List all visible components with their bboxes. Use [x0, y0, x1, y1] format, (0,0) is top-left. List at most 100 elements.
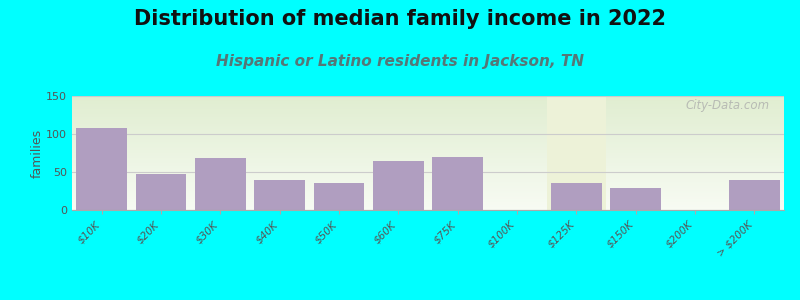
Bar: [72, 119, 784, 120]
Bar: [72, 115, 784, 116]
Bar: [72, 181, 784, 182]
Bar: [72, 171, 784, 172]
Bar: [72, 108, 784, 109]
Bar: [72, 101, 784, 102]
Bar: [72, 191, 784, 192]
Bar: [72, 195, 784, 196]
Bar: [72, 143, 784, 144]
Bar: [72, 102, 784, 103]
Bar: [72, 160, 784, 161]
Bar: [72, 116, 784, 117]
Bar: [72, 157, 784, 158]
Bar: [72, 131, 784, 132]
Bar: [72, 167, 784, 168]
Text: City-Data.com: City-Data.com: [686, 99, 770, 112]
Bar: [72, 180, 784, 181]
Bar: [72, 132, 784, 133]
Bar: [72, 98, 784, 99]
Bar: [72, 197, 784, 198]
Bar: [72, 176, 784, 177]
Bar: [551, 183, 602, 210]
Bar: [72, 148, 784, 149]
Bar: [72, 198, 784, 199]
Bar: [72, 163, 784, 164]
Bar: [72, 159, 784, 160]
Bar: [72, 109, 784, 110]
Bar: [72, 151, 784, 152]
Bar: [195, 158, 246, 210]
Text: Hispanic or Latino residents in Jackson, TN: Hispanic or Latino residents in Jackson,…: [216, 54, 584, 69]
Bar: [72, 128, 784, 129]
Bar: [72, 160, 784, 161]
Bar: [72, 105, 784, 106]
Bar: [72, 106, 784, 107]
Bar: [72, 103, 784, 104]
Bar: [72, 129, 784, 130]
Bar: [72, 208, 784, 209]
Bar: [72, 139, 784, 140]
Bar: [72, 200, 784, 201]
Bar: [72, 169, 784, 170]
Bar: [314, 183, 364, 210]
Bar: [72, 114, 784, 115]
Bar: [72, 149, 784, 150]
Bar: [72, 172, 784, 173]
Bar: [72, 201, 784, 202]
Bar: [72, 189, 784, 190]
Bar: [72, 107, 784, 108]
Bar: [72, 112, 784, 113]
Bar: [72, 146, 784, 147]
Bar: [72, 173, 784, 174]
Bar: [72, 130, 784, 131]
Bar: [72, 188, 784, 189]
Bar: [72, 117, 784, 118]
Bar: [72, 141, 784, 142]
Bar: [72, 168, 784, 169]
Bar: [72, 104, 784, 105]
Bar: [72, 193, 784, 194]
Bar: [72, 125, 784, 126]
Bar: [72, 110, 784, 111]
Bar: [72, 194, 784, 195]
Bar: [546, 96, 606, 210]
Bar: [610, 188, 661, 210]
Bar: [136, 173, 186, 210]
Y-axis label: families: families: [30, 128, 43, 178]
Bar: [77, 128, 127, 210]
Bar: [72, 204, 784, 205]
Bar: [72, 196, 784, 197]
Bar: [72, 153, 784, 154]
Bar: [72, 209, 784, 210]
Bar: [72, 99, 784, 100]
Bar: [729, 180, 779, 210]
Bar: [72, 206, 784, 207]
Bar: [72, 192, 784, 193]
Bar: [72, 97, 784, 98]
Bar: [72, 203, 784, 204]
Bar: [72, 183, 784, 184]
Bar: [72, 147, 784, 148]
Bar: [72, 179, 784, 180]
Bar: [72, 182, 784, 183]
Bar: [72, 123, 784, 124]
Bar: [72, 185, 784, 186]
Bar: [72, 174, 784, 175]
Bar: [72, 165, 784, 166]
Bar: [72, 154, 784, 155]
Bar: [373, 160, 423, 210]
Bar: [72, 122, 784, 123]
Bar: [72, 186, 784, 187]
Bar: [72, 205, 784, 206]
Bar: [72, 145, 784, 146]
Bar: [72, 138, 784, 139]
Bar: [72, 96, 784, 97]
Bar: [72, 152, 784, 153]
Bar: [72, 199, 784, 200]
Bar: [72, 142, 784, 143]
Bar: [72, 187, 784, 188]
Bar: [72, 156, 784, 157]
Bar: [72, 118, 784, 119]
Bar: [72, 150, 784, 151]
Bar: [72, 120, 784, 121]
Bar: [72, 144, 784, 145]
